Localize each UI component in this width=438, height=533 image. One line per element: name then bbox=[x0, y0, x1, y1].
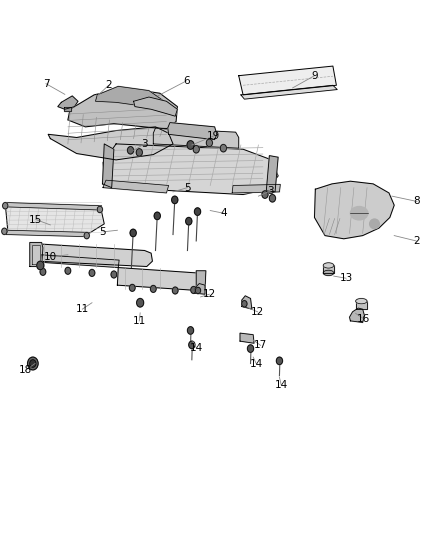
Polygon shape bbox=[95, 86, 164, 109]
Circle shape bbox=[40, 269, 46, 275]
Circle shape bbox=[28, 357, 38, 370]
Circle shape bbox=[206, 139, 212, 147]
Circle shape bbox=[269, 195, 276, 202]
Circle shape bbox=[186, 217, 192, 225]
Circle shape bbox=[150, 286, 156, 292]
Circle shape bbox=[173, 287, 178, 294]
Circle shape bbox=[262, 191, 268, 198]
Polygon shape bbox=[58, 96, 78, 109]
Circle shape bbox=[247, 345, 254, 352]
Text: 19: 19 bbox=[207, 131, 220, 141]
Circle shape bbox=[129, 285, 135, 291]
Polygon shape bbox=[117, 268, 202, 290]
Circle shape bbox=[136, 149, 142, 156]
Text: 2: 2 bbox=[413, 236, 420, 246]
Circle shape bbox=[30, 360, 36, 367]
Polygon shape bbox=[350, 308, 364, 322]
Polygon shape bbox=[323, 265, 334, 273]
Polygon shape bbox=[314, 181, 394, 239]
Circle shape bbox=[2, 228, 7, 235]
Text: 5: 5 bbox=[99, 227, 106, 237]
Polygon shape bbox=[68, 88, 177, 129]
Text: 12: 12 bbox=[251, 307, 264, 317]
Circle shape bbox=[276, 357, 283, 365]
Polygon shape bbox=[6, 230, 89, 237]
Circle shape bbox=[137, 298, 144, 307]
Text: 5: 5 bbox=[184, 183, 191, 192]
Polygon shape bbox=[64, 107, 71, 111]
Circle shape bbox=[191, 287, 196, 293]
Text: 4: 4 bbox=[220, 208, 227, 218]
Text: 10: 10 bbox=[44, 252, 57, 262]
Circle shape bbox=[37, 261, 44, 270]
Circle shape bbox=[65, 268, 71, 274]
Polygon shape bbox=[241, 85, 337, 99]
Text: 9: 9 bbox=[311, 71, 318, 80]
Text: 14: 14 bbox=[250, 359, 263, 368]
Circle shape bbox=[89, 270, 95, 276]
Circle shape bbox=[189, 341, 195, 349]
Polygon shape bbox=[266, 156, 278, 192]
Circle shape bbox=[127, 147, 134, 154]
Text: 15: 15 bbox=[29, 215, 42, 224]
Polygon shape bbox=[242, 296, 252, 309]
Text: 3: 3 bbox=[267, 186, 274, 196]
Polygon shape bbox=[153, 128, 239, 148]
Polygon shape bbox=[240, 333, 254, 343]
Polygon shape bbox=[5, 204, 104, 236]
Polygon shape bbox=[232, 184, 280, 193]
Circle shape bbox=[130, 229, 136, 237]
Text: 6: 6 bbox=[183, 76, 190, 86]
Polygon shape bbox=[30, 243, 43, 266]
Polygon shape bbox=[196, 271, 206, 290]
Polygon shape bbox=[134, 97, 177, 116]
Circle shape bbox=[195, 287, 201, 294]
Text: 3: 3 bbox=[141, 139, 148, 149]
Text: 13: 13 bbox=[339, 273, 353, 283]
Polygon shape bbox=[239, 66, 336, 95]
Text: 14: 14 bbox=[275, 380, 288, 390]
Circle shape bbox=[84, 232, 89, 239]
Ellipse shape bbox=[356, 298, 367, 304]
Circle shape bbox=[154, 212, 160, 220]
Circle shape bbox=[111, 271, 117, 278]
Circle shape bbox=[220, 144, 226, 152]
Text: 11: 11 bbox=[133, 316, 146, 326]
Text: 11: 11 bbox=[76, 304, 89, 314]
Ellipse shape bbox=[370, 219, 379, 229]
Text: 12: 12 bbox=[203, 289, 216, 299]
Text: 17: 17 bbox=[254, 341, 267, 350]
Circle shape bbox=[172, 196, 178, 204]
Polygon shape bbox=[36, 244, 152, 266]
Text: 2: 2 bbox=[105, 80, 112, 90]
Polygon shape bbox=[195, 284, 205, 294]
Ellipse shape bbox=[323, 263, 334, 268]
Text: 14: 14 bbox=[190, 343, 203, 352]
Polygon shape bbox=[4, 203, 102, 210]
Circle shape bbox=[3, 203, 8, 209]
Circle shape bbox=[193, 146, 199, 153]
Ellipse shape bbox=[350, 206, 368, 220]
Text: 8: 8 bbox=[413, 197, 420, 206]
Text: 7: 7 bbox=[42, 79, 49, 88]
Circle shape bbox=[97, 206, 102, 213]
Polygon shape bbox=[48, 127, 173, 160]
Text: 16: 16 bbox=[357, 314, 370, 324]
Polygon shape bbox=[356, 301, 367, 309]
Polygon shape bbox=[168, 123, 217, 140]
Polygon shape bbox=[102, 144, 114, 188]
Circle shape bbox=[242, 301, 247, 307]
Polygon shape bbox=[103, 180, 169, 193]
Polygon shape bbox=[32, 245, 40, 264]
Circle shape bbox=[187, 327, 194, 334]
Ellipse shape bbox=[323, 270, 334, 276]
Polygon shape bbox=[103, 144, 278, 195]
Text: 18: 18 bbox=[19, 366, 32, 375]
Polygon shape bbox=[40, 255, 119, 268]
Circle shape bbox=[187, 141, 194, 149]
Circle shape bbox=[194, 208, 201, 215]
